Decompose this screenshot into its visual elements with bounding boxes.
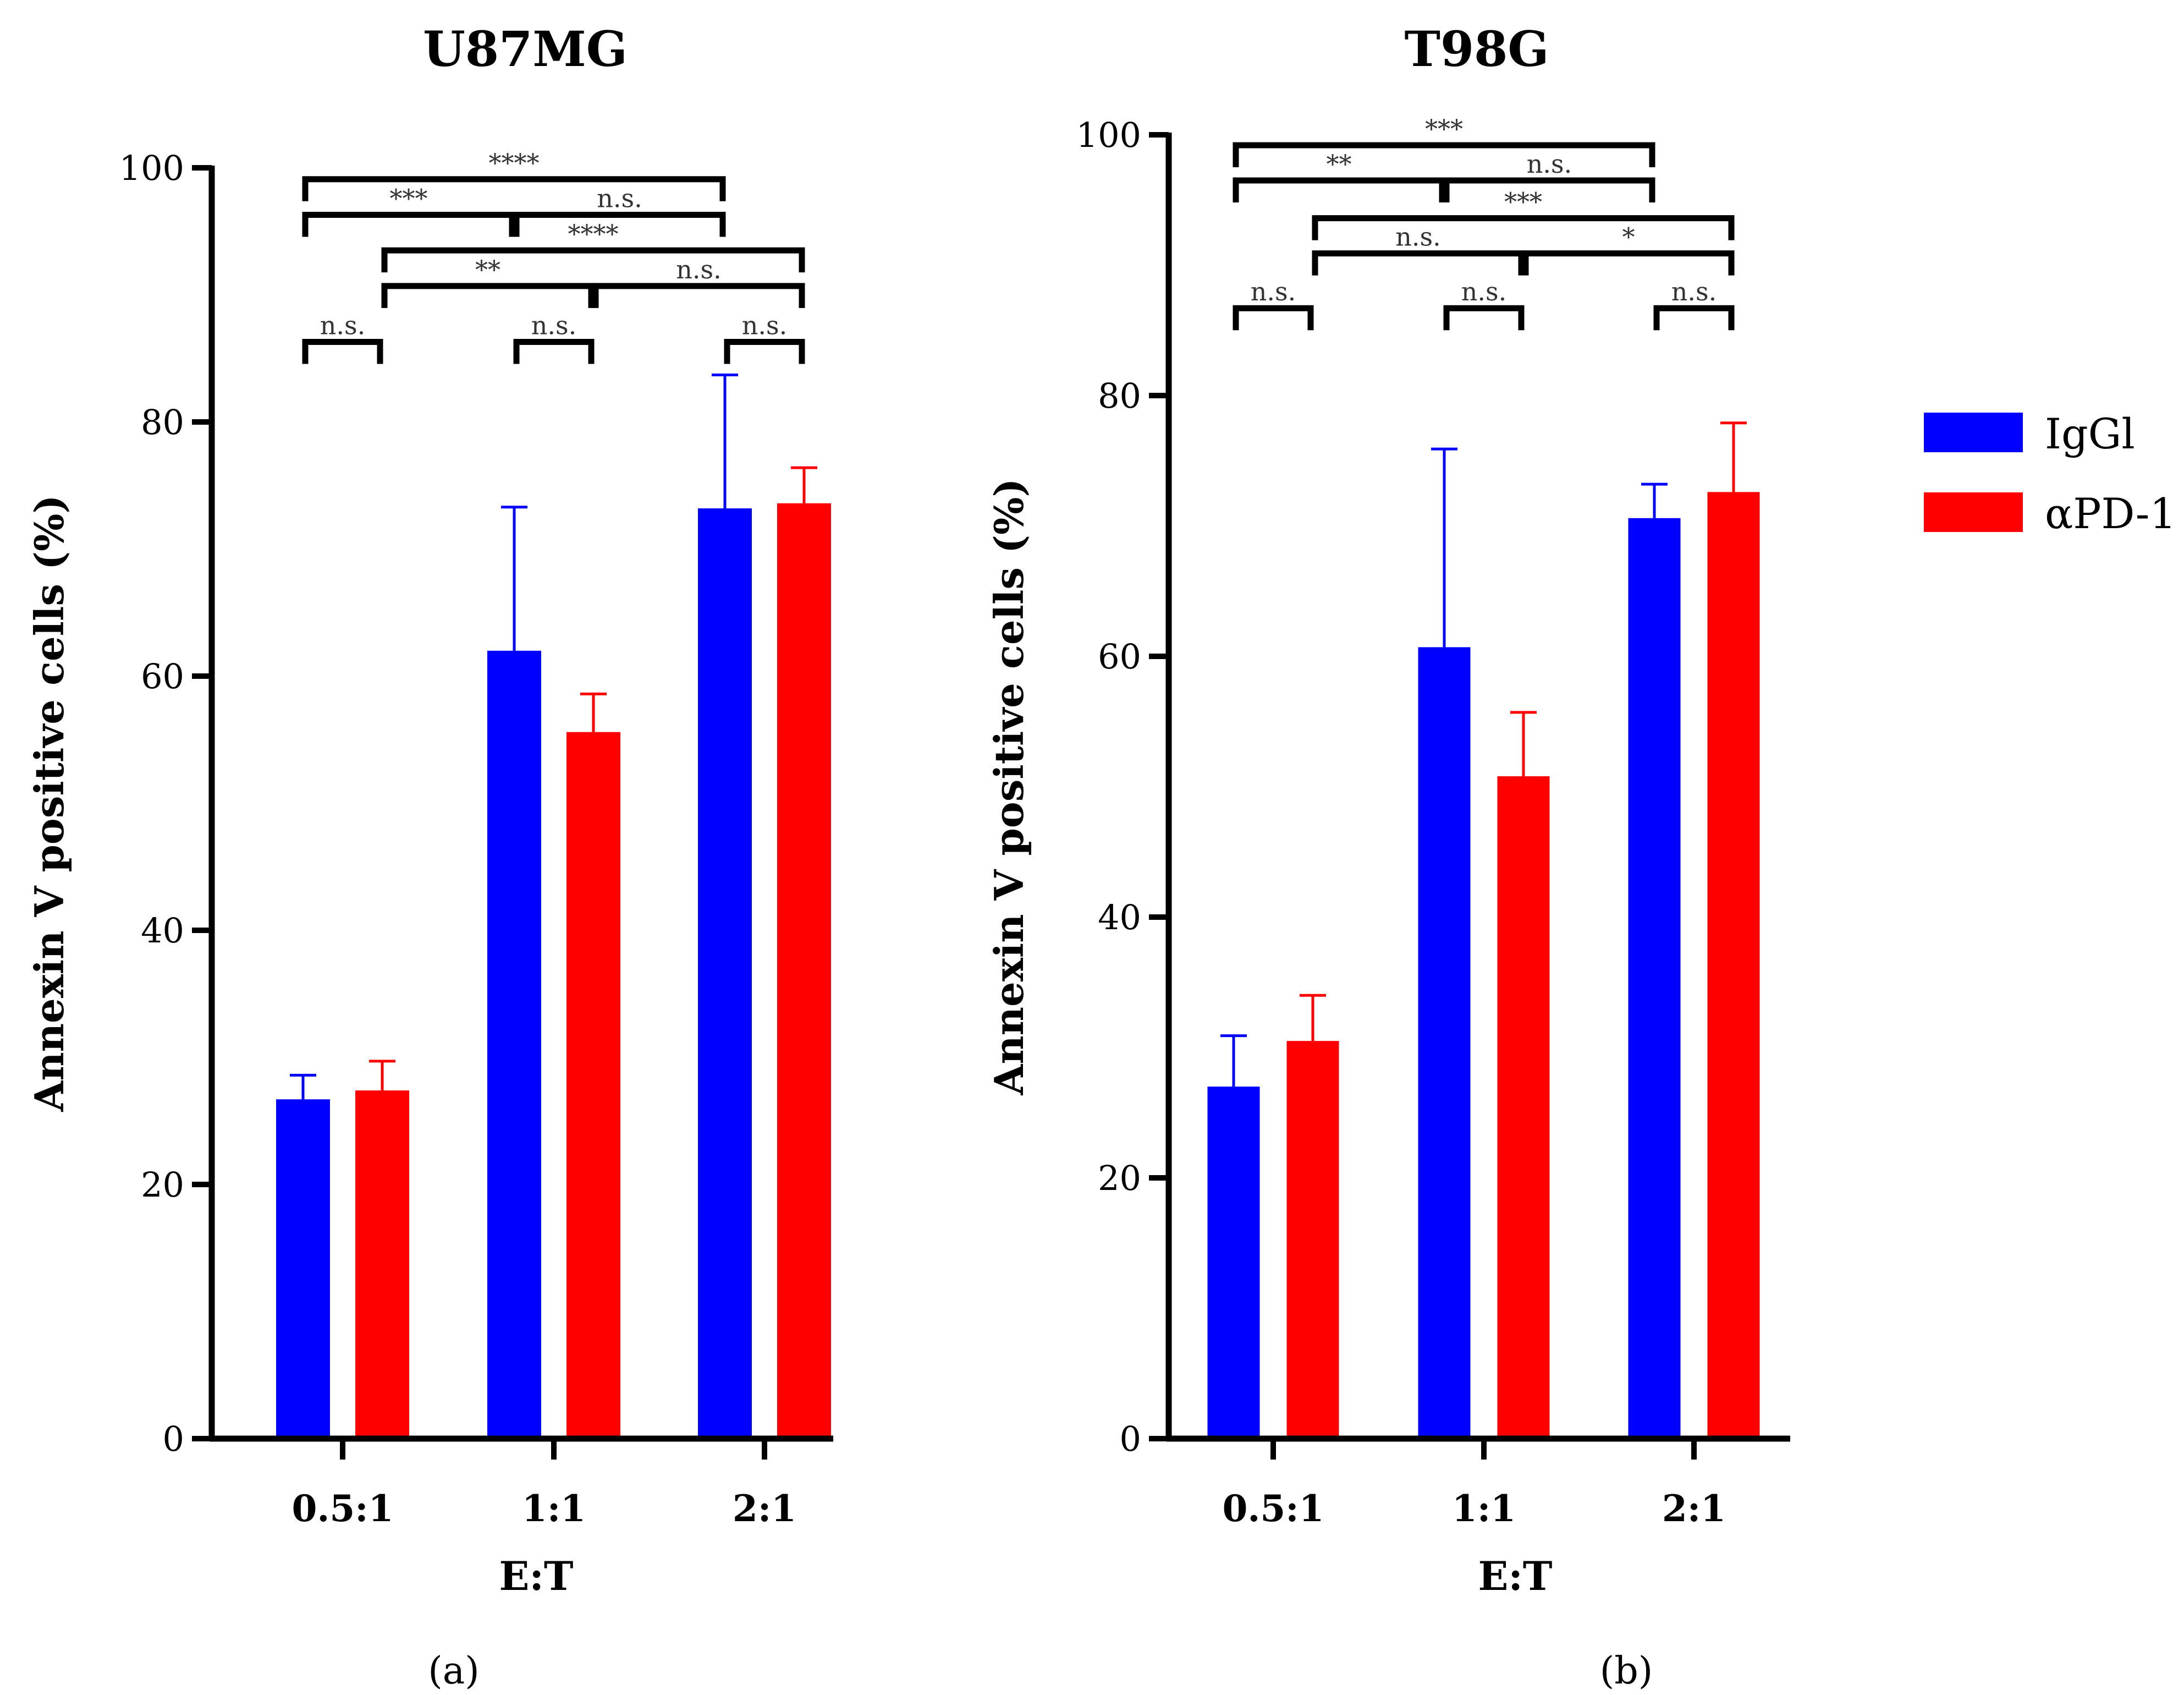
significance-bracket — [1233, 142, 1655, 167]
legend-label-iggl: IgGl — [2045, 409, 2135, 458]
y-tick-label: 60 — [1098, 637, 1141, 677]
significance-label: n.s. — [1527, 149, 1572, 179]
significance-bracket — [302, 338, 383, 364]
significance-bracket — [1312, 250, 1525, 276]
bar-iggl-2 — [1628, 518, 1681, 1439]
x-tick-label: 2:1 — [1662, 1487, 1726, 1530]
x-tick-label: 0.5:1 — [291, 1487, 393, 1530]
bar-iggl-1 — [1418, 647, 1471, 1439]
significance-bracket — [513, 211, 726, 237]
significance-label: **** — [568, 219, 619, 249]
bar-iggl-1 — [487, 650, 541, 1439]
bar-apd1-0 — [355, 1090, 409, 1439]
bar-apd1-1 — [566, 732, 620, 1439]
significance-label: * — [1622, 222, 1635, 252]
y-tick-label: 40 — [1098, 897, 1141, 937]
x-axis-label: E:T — [499, 1553, 573, 1599]
bar-apd1-2 — [1707, 492, 1760, 1439]
y-tick-label: 0 — [163, 1419, 184, 1459]
significance-label: n.s. — [531, 310, 576, 340]
significance-bracket — [1522, 250, 1735, 276]
significance-bracket — [381, 247, 805, 273]
y-axis-label: Annexin V positive cells (%) — [986, 478, 1032, 1095]
y-tick-label: 60 — [141, 656, 184, 696]
bar-apd1-2 — [777, 503, 831, 1439]
significance-label: n.s. — [1251, 277, 1296, 306]
significance-bracket — [1443, 177, 1655, 202]
legend-label-apd1: αPD-1 — [2045, 489, 2176, 538]
bar-iggl-2 — [698, 508, 752, 1439]
significance-label: n.s. — [1671, 277, 1717, 306]
significance-label: *** — [390, 183, 428, 213]
x-tick-label: 0.5:1 — [1222, 1487, 1324, 1530]
bar-apd1-1 — [1497, 776, 1550, 1439]
bar-apd1-0 — [1286, 1041, 1339, 1439]
significance-label: n.s. — [320, 310, 365, 340]
y-axis-label: Annexin V positive cells (%) — [26, 495, 73, 1112]
legend: IgGl αPD-1 — [1924, 409, 2176, 538]
legend-swatch-apd1 — [1924, 492, 2023, 532]
panel-label: (b) — [1600, 1649, 1653, 1693]
significance-label: *** — [1425, 114, 1463, 144]
y-tick-label: 100 — [1076, 115, 1141, 155]
x-tick-label: 1:1 — [1452, 1487, 1516, 1530]
chart-panel-a: U87MG 0 20 40 60 80 100 0.5:1 1:1 2:1 E:T Annexin V… — [26, 20, 833, 1693]
significance-bracket — [1312, 215, 1735, 240]
significance-bracket — [592, 283, 805, 308]
significance-bracket — [302, 211, 515, 237]
legend-swatch-iggl — [1924, 413, 2023, 452]
significance-bracket — [302, 176, 726, 201]
significance-label: **** — [489, 148, 540, 178]
significance-label: ** — [1327, 149, 1352, 179]
significance-bracket — [1653, 305, 1735, 331]
panel-label: (a) — [428, 1649, 480, 1693]
significance-label: n.s. — [676, 255, 721, 284]
y-tick-label: 20 — [1098, 1158, 1141, 1198]
significance-bracket — [381, 283, 595, 308]
significance-bracket — [1233, 305, 1314, 331]
significance-bracket — [513, 338, 595, 364]
x-axis-label: E:T — [1478, 1553, 1552, 1599]
significance-label: n.s. — [597, 183, 642, 213]
chart-panel-b: T98G 0 20 40 60 80 100 0.5:1 1:1 2:1 E:T Annexin V … — [986, 20, 1790, 1693]
significance-bracket — [1233, 177, 1445, 202]
chart-title: T98G — [1404, 20, 1549, 78]
significance-label: *** — [1504, 187, 1542, 217]
bar-iggl-0 — [1207, 1087, 1260, 1439]
y-tick-label: 80 — [1098, 376, 1141, 416]
significance-label: ** — [475, 255, 500, 284]
x-tick-label: 2:1 — [733, 1487, 796, 1530]
y-tick-label: 40 — [141, 910, 184, 951]
significance-bracket — [724, 338, 805, 364]
y-tick-label: 20 — [141, 1165, 184, 1205]
y-tick-label: 80 — [141, 402, 184, 442]
chart-title: U87MG — [423, 20, 628, 78]
significance-label: n.s. — [1461, 277, 1506, 306]
y-tick-label: 0 — [1120, 1419, 1141, 1459]
bar-iggl-0 — [276, 1099, 330, 1439]
significance-bracket — [1443, 305, 1525, 331]
x-tick-label: 1:1 — [522, 1487, 586, 1530]
significance-label: n.s. — [742, 310, 787, 340]
significance-label: n.s. — [1395, 222, 1440, 252]
y-tick-label: 100 — [119, 148, 184, 188]
